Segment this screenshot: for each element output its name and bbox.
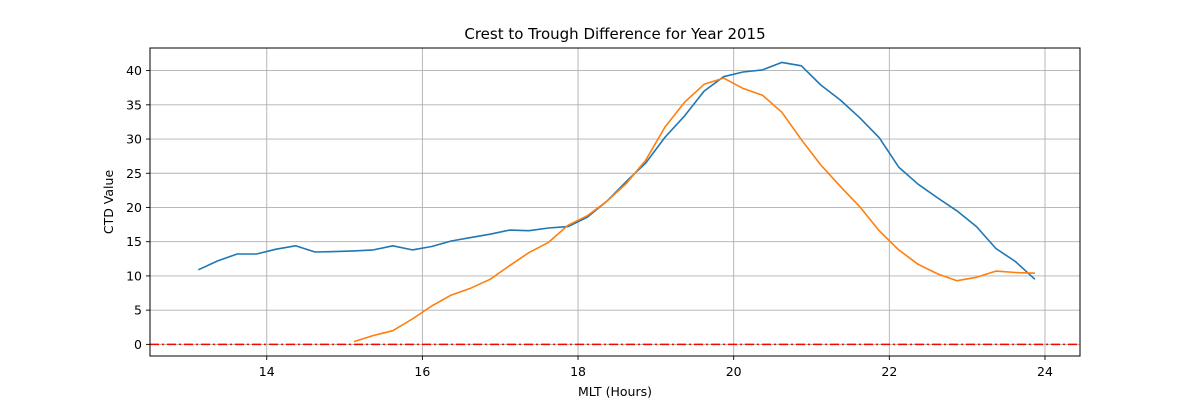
chart-title: Crest to Trough Difference for Year 2015 xyxy=(464,25,765,43)
y-tick-label: 35 xyxy=(126,97,142,112)
x-tick-label: 18 xyxy=(570,364,586,379)
series-layer xyxy=(150,61,1080,346)
x-tick-label: 16 xyxy=(414,364,430,379)
y-tick-label: 30 xyxy=(126,132,142,147)
y-tick-label: 20 xyxy=(126,200,142,215)
y-tick-label: 15 xyxy=(126,234,142,249)
x-tick-label: 22 xyxy=(881,364,897,379)
x-axis-label: MLT (Hours) xyxy=(578,384,652,399)
x-tick-label: 20 xyxy=(726,364,742,379)
y-axis-label: CTD Value xyxy=(101,170,116,235)
y-tick-label: 5 xyxy=(134,303,142,318)
series-line-2 xyxy=(353,77,1035,343)
plot-frame xyxy=(149,47,1081,357)
x-tick-label: 14 xyxy=(259,364,275,379)
tick-layer: 14 16 18 20 22 24 0 5 10 15 20 25 30 35 40 xyxy=(126,63,1053,379)
x-tick-label: 24 xyxy=(1037,364,1053,379)
y-tick-label: 25 xyxy=(126,166,142,181)
y-tick-label: 40 xyxy=(126,63,142,78)
grid-layer xyxy=(150,48,1080,356)
y-tick-label: 10 xyxy=(126,268,142,283)
y-tick-label: 0 xyxy=(134,337,142,352)
